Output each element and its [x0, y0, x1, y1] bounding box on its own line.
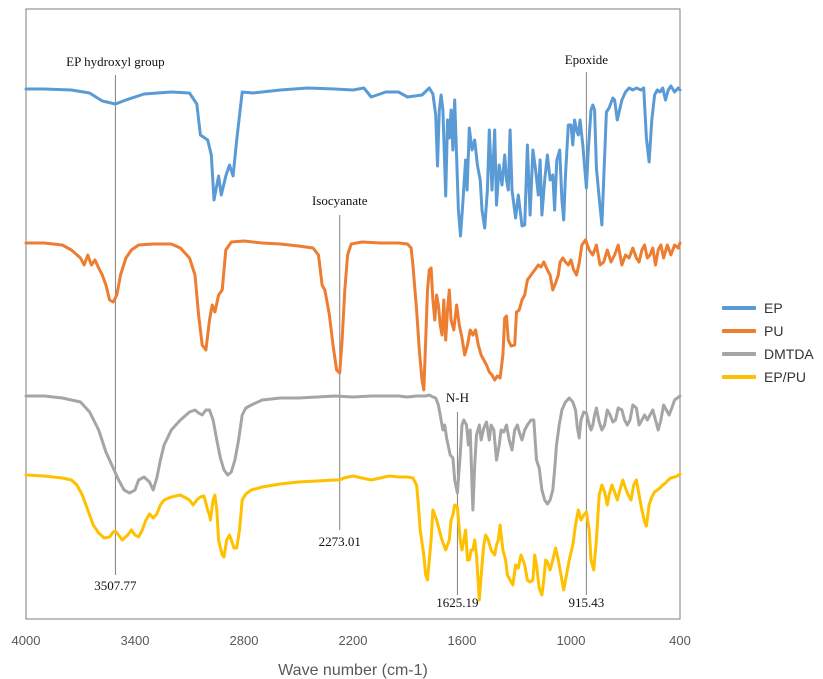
- legend: EP PU DMTDA EP/PU: [722, 296, 814, 388]
- legend-label: PU: [764, 322, 784, 339]
- annotation-label: Epoxide: [565, 52, 609, 67]
- x-axis-label: Wave number (cm-1): [278, 662, 428, 679]
- annotation-label: 915.43: [568, 595, 604, 610]
- legend-item-ep: EP: [722, 296, 814, 319]
- legend-label: EP/PU: [764, 368, 807, 385]
- series-line-dmtda: [24, 393, 682, 512]
- plot-frame: [25, 8, 681, 620]
- annotation-label: 1625.19: [436, 595, 478, 610]
- x-axis-ticks: 4000 3400 2800 2200 1600 1000 400: [12, 633, 691, 648]
- x-tick-label: 2200: [339, 633, 368, 648]
- legend-swatch: [722, 305, 756, 310]
- x-tick-label: 4000: [12, 633, 41, 648]
- legend-label: EP: [764, 299, 783, 316]
- series-lines: [24, 84, 682, 602]
- legend-swatch: [722, 328, 756, 333]
- legend-label: DMTDA: [764, 345, 814, 362]
- legend-swatch: [722, 351, 756, 356]
- x-tick-label: 2800: [230, 633, 259, 648]
- annotation-label: N-H: [446, 390, 469, 405]
- x-tick-label: 400: [669, 633, 691, 648]
- annotation-label: EP hydroxyl group: [66, 54, 164, 69]
- legend-item-dmtda: DMTDA: [722, 342, 814, 365]
- annotation-label: 3507.77: [94, 578, 137, 593]
- legend-swatch: [722, 374, 756, 379]
- x-tick-label: 1000: [557, 633, 586, 648]
- annotation-label: 2273.01: [319, 534, 361, 549]
- series-line-ep-pu: [24, 472, 682, 602]
- x-tick-label: 3400: [121, 633, 150, 648]
- annotation-labels: EP hydroxyl group 3507.77 Isocyanate 2273.0…: [66, 52, 608, 610]
- series-line-ep: [24, 84, 682, 238]
- legend-item-pu: PU: [722, 319, 814, 342]
- legend-item-ep-pu: EP/PU: [722, 365, 814, 388]
- annotation-label: Isocyanate: [312, 193, 368, 208]
- series-line-pu: [24, 238, 682, 392]
- x-tick-label: 1600: [448, 633, 477, 648]
